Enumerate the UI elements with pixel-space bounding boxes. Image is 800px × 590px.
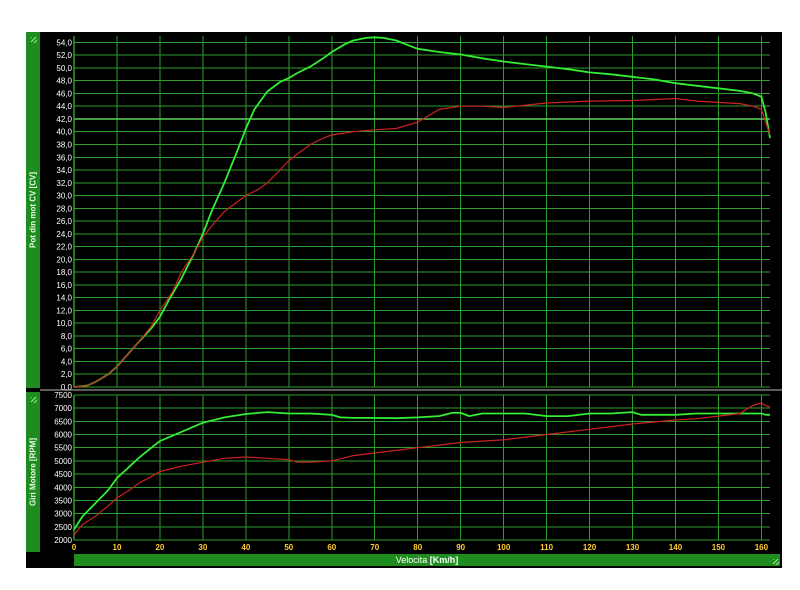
x-tick-label: 80 [413,543,422,552]
power-y-tick-label: 12,0 [56,306,72,315]
power-y-tick-label: 48,0 [56,77,72,86]
x-axis-title-bar: Velocita [Km/h] [74,554,780,566]
rpm-series-line-1 [73,411,770,530]
power-y-tick-label: 26,0 [56,217,72,226]
x-tick-label: 100 [497,543,511,552]
resize-grip-icon[interactable] [770,556,780,566]
power-y-tick-label: 30,0 [56,192,72,201]
power-y-tick-label: 36,0 [56,153,72,162]
resize-grip-icon[interactable] [28,394,38,404]
power-y-tick-label: 54,0 [56,38,72,47]
x-tick-label: 110 [540,543,553,552]
power-y-tick-label: 16,0 [56,281,72,290]
power-y-tick-label: 52,0 [56,51,72,60]
rpm-y-tick-label: 6000 [54,431,72,440]
rpm-y-tick-label: 4000 [54,483,72,492]
dyno-chart-window: Pot din mot CV [CV] Giri Motore [RPM] 0,… [26,32,782,568]
x-axis-title: Velocita [395,555,428,565]
power-y-tick-label: 6,0 [61,345,73,354]
x-tick-label: 50 [284,543,293,552]
x-tick-label: 90 [456,543,465,552]
power-y-tick-label: 8,0 [61,332,73,341]
x-tick-label: 130 [626,543,640,552]
power-y-tick-label: 18,0 [56,268,72,277]
rpm-y-tick-label: 3000 [54,510,72,519]
power-y-tick-label: 28,0 [56,204,72,213]
power-y-tick-label: 44,0 [56,102,72,111]
rpm-y-tick-label: 3500 [54,496,72,505]
rpm-y-tick-label: 2000 [54,536,72,545]
x-tick-label: 140 [669,543,683,552]
power-y-tick-label: 50,0 [56,64,72,73]
x-axis-unit: [Km/h] [429,555,459,565]
power-y-tick-label: 34,0 [56,166,72,175]
resize-grip-icon[interactable] [28,34,38,44]
rpm-y-tick-label: 4500 [54,470,72,479]
rpm-y-tick-label: 2500 [54,523,72,532]
bottom-axis-bar [26,392,40,552]
rpm-panel: 2000 2500 3000 3500 4000 4500 5000 5500 6000 6500… [40,389,782,545]
x-tick-label: 10 [113,543,122,552]
power-series-line-1 [73,36,771,388]
rpm-y-tick-label: 7500 [54,391,72,400]
power-y-tick-label: 24,0 [56,230,72,239]
power-y-tick-label: 14,0 [56,294,72,303]
power-y-tick-label: 20,0 [56,255,72,264]
x-tick-label: 70 [370,543,379,552]
rpm-y-tick-label: 5500 [54,444,72,453]
power-y-tick-label: 22,0 [56,243,72,252]
x-tick-label: 150 [712,543,726,552]
x-tick-label: 160 [755,543,769,552]
x-axis-tick-labels: 0 10 20 30 40 50 60 70 80 90 100 110 120 130 140 150 160 [72,543,769,552]
rpm-y-tick-label: 5000 [54,457,72,466]
rpm-y-tick-label: 7000 [54,404,72,413]
power-y-tick-label: 32,0 [56,179,72,188]
power-series-line-2 [73,97,771,388]
power-y-tick-label: 10,0 [56,319,72,328]
x-tick-label: 20 [155,543,164,552]
power-y-tick-label: 0,0 [61,383,73,392]
power-y-tick-label: 38,0 [56,140,72,149]
rpm-y-tick-label: 6500 [54,417,72,426]
power-y-tick-label: 40,0 [56,128,72,137]
x-tick-label: 30 [198,543,207,552]
rpm-series-line-2 [73,402,771,536]
power-y-tick-label: 2,0 [61,370,73,379]
power-y-tick-label: 42,0 [56,115,72,124]
power-y-tick-label: 4,0 [61,357,73,366]
x-tick-label: 0 [72,543,77,552]
power-panel: 0,0 2,0 4,0 6,0 8,0 10,0 12,0 14,0 16,0 18,0 20,0 2… [56,36,771,392]
chart-canvas: 0,0 2,0 4,0 6,0 8,0 10,0 12,0 14,0 16,0 18,0 20,0 2… [40,36,782,552]
x-tick-label: 120 [583,543,597,552]
top-axis-bar [26,32,40,388]
x-tick-label: 40 [241,543,250,552]
x-tick-label: 60 [327,543,336,552]
power-y-tick-label: 46,0 [56,89,72,98]
